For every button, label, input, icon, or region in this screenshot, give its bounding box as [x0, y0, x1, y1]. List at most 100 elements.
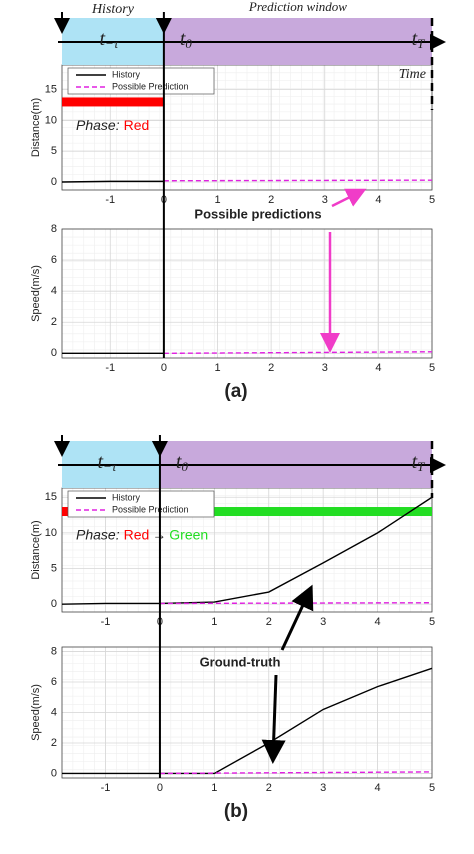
y-tick-label: 2 — [51, 316, 57, 328]
time-symbol-sub: −τ — [103, 459, 118, 474]
annotation-arrow — [261, 674, 286, 764]
phase-text: Phase:Red→Green — [76, 526, 208, 542]
time-symbol: tT — [412, 451, 426, 474]
series-line — [62, 667, 433, 775]
phase-label: Phase: — [76, 526, 120, 542]
legend-box — [67, 67, 215, 95]
y-tick-label: 6 — [51, 254, 57, 266]
y-tick-label: 5 — [51, 145, 57, 157]
phase-text: Phase: Red — [76, 117, 149, 133]
x-tick-label: 1 — [211, 782, 217, 794]
y-tick-label: 8 — [51, 223, 57, 235]
x-tick-label: 3 — [322, 362, 328, 374]
x-tick-label: 2 — [268, 194, 274, 206]
plot-frame — [61, 646, 433, 779]
y-tick-label: 0 — [51, 767, 57, 779]
y-tick-label: 6 — [51, 676, 57, 688]
x-tick-label: 0 — [161, 362, 167, 374]
time-symbol-sub: −τ — [105, 36, 120, 51]
time-symbol: t−τ — [99, 28, 119, 51]
annotation-arrow — [331, 188, 367, 208]
series-line — [163, 351, 433, 355]
time-symbol: t0 — [180, 28, 193, 51]
x-tick-label: 2 — [266, 782, 272, 794]
x-tick-label: 4 — [375, 782, 381, 794]
y-axis-label: Distance(m) — [30, 98, 42, 157]
x-tick-label: 4 — [375, 616, 381, 628]
x-tick-label: 3 — [320, 616, 326, 628]
y-axis-label: Distance(m) — [30, 520, 42, 579]
y-tick-label: 10 — [45, 114, 57, 126]
y-tick-label: 15 — [45, 491, 57, 503]
y-tick-label: 0 — [51, 176, 57, 188]
y-tick-label: 0 — [51, 347, 57, 359]
y-tick-label: 8 — [51, 645, 57, 657]
x-tick-label: 3 — [322, 194, 328, 206]
time-symbol-sub: 0 — [181, 459, 188, 474]
annotation-arrow — [280, 584, 314, 651]
series-line — [163, 179, 433, 182]
window-label: Prediction window — [248, 0, 347, 14]
x-tick-label: -1 — [105, 362, 115, 374]
plot-frame — [61, 228, 433, 359]
legend-box — [67, 490, 215, 518]
time-symbol-sub: 0 — [185, 36, 192, 51]
y-axis-label: Speed(m/s) — [30, 265, 42, 322]
time-symbol-base: t — [180, 28, 186, 50]
x-tick-label: 3 — [320, 782, 326, 794]
x-tick-label: 2 — [268, 362, 274, 374]
series-line — [61, 180, 164, 183]
annotation: Possible predictions — [194, 206, 321, 221]
y-tick-label: 2 — [51, 737, 57, 749]
phase-name: Red — [124, 526, 150, 542]
annotation: Ground-truth — [200, 654, 281, 669]
time-symbol-base: t — [176, 451, 182, 473]
time-symbol-base: t — [412, 28, 418, 50]
x-tick-label: 4 — [375, 194, 381, 206]
subfigure-caption: (a) — [224, 381, 247, 402]
x-tick-label: 1 — [211, 616, 217, 628]
x-tick-label: 1 — [214, 362, 220, 374]
x-tick-label: -1 — [101, 782, 111, 794]
y-tick-label: 10 — [45, 527, 57, 539]
x-tick-label: 4 — [375, 362, 381, 374]
time-symbol: tT — [412, 28, 426, 51]
phase-name: Green — [169, 526, 208, 542]
legend-label: History — [112, 69, 141, 79]
y-tick-label: 4 — [51, 706, 57, 718]
time-label: Time — [399, 67, 426, 82]
x-tick-label: -1 — [101, 616, 111, 628]
x-tick-label: 5 — [429, 616, 435, 628]
time-symbol: t0 — [176, 451, 189, 474]
series-line — [61, 496, 433, 605]
x-tick-label: 5 — [429, 362, 435, 374]
phase-label: Phase: — [76, 117, 120, 133]
x-tick-label: 5 — [429, 782, 435, 794]
subfigure-caption: (b) — [224, 801, 248, 822]
history-label: History — [91, 2, 135, 17]
y-tick-label: 5 — [51, 562, 57, 574]
phase-name: Red — [124, 117, 150, 133]
time-symbol-base: t — [97, 451, 103, 473]
y-axis-label: Speed(m/s) — [30, 684, 42, 741]
x-tick-label: -1 — [105, 194, 115, 206]
y-tick-label: 15 — [45, 84, 57, 96]
y-tick-label: 4 — [51, 285, 57, 297]
x-tick-label: 5 — [429, 194, 435, 206]
phase-bar — [178, 507, 432, 517]
time-symbol: t−τ — [97, 451, 117, 474]
time-symbol-sub: T — [417, 36, 425, 51]
series-line — [159, 771, 433, 775]
legend-label: Possible Prediction — [112, 504, 189, 514]
time-symbol-base: t — [99, 28, 105, 50]
x-tick-label: 0 — [157, 782, 163, 794]
time-symbol-sub: T — [417, 459, 425, 474]
phase-bar — [62, 97, 164, 107]
legend-label: History — [112, 492, 141, 502]
time-symbol-base: t — [412, 451, 418, 473]
x-tick-label: 1 — [214, 194, 220, 206]
x-tick-label: 2 — [266, 616, 272, 628]
legend-label: Possible Prediction — [112, 81, 189, 91]
y-tick-label: 0 — [51, 598, 57, 610]
